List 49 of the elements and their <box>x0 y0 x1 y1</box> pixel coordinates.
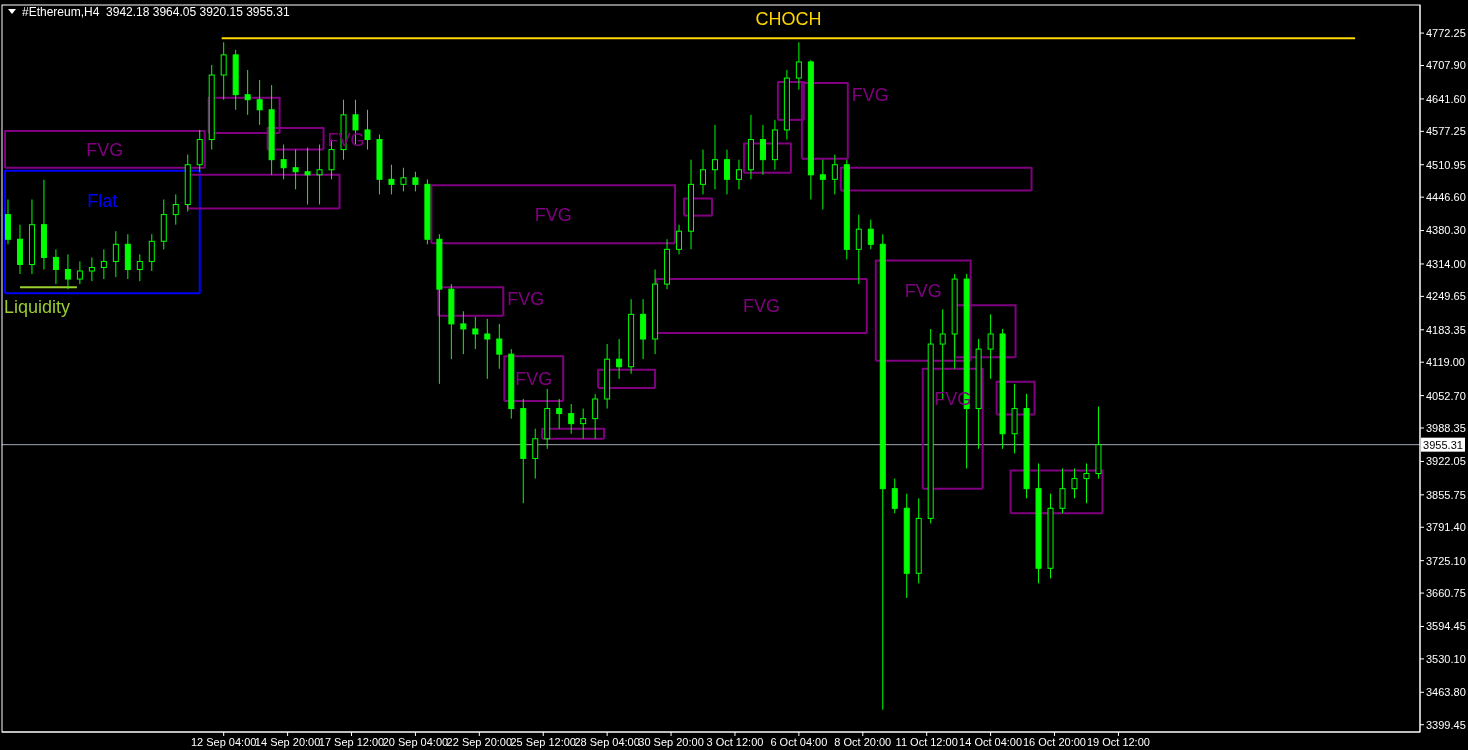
x-tick-label: 17 Sep 12:00 <box>318 735 385 748</box>
series-label: FVG <box>86 139 124 160</box>
y-tick-label: 4314.00 <box>1426 257 1466 270</box>
y-tick-label: 3791.40 <box>1426 521 1466 534</box>
y-tick-label: 3855.75 <box>1426 488 1466 501</box>
x-tick-label: 3 Oct 12:00 <box>706 735 764 748</box>
series-label: Flat <box>87 191 118 212</box>
series-label: FVG <box>851 85 889 106</box>
series-label: FVG <box>904 280 942 301</box>
y-tick-label: 4510.95 <box>1426 158 1466 171</box>
series-label: CHOCH <box>755 8 822 29</box>
y-tick-label: 3463.80 <box>1426 686 1466 699</box>
y-tick-label: 3660.75 <box>1426 586 1466 599</box>
x-tick-label: 8 Oct 20:00 <box>834 735 892 748</box>
x-tick-label: 14 Sep 20:00 <box>254 735 321 748</box>
series-label: FVG <box>534 204 572 225</box>
y-tick-label: 4577.25 <box>1426 125 1466 138</box>
ref-line-label: 3955.31 <box>1423 438 1463 451</box>
y-tick-label: 4641.60 <box>1426 92 1466 105</box>
y-tick-label: 3988.35 <box>1426 421 1466 434</box>
y-tick-label: 3399.45 <box>1426 718 1466 731</box>
x-tick-label: 12 Sep 04:00 <box>190 735 257 748</box>
x-tick-label: 22 Sep 20:00 <box>446 735 513 748</box>
series-label: FVG <box>515 368 553 389</box>
y-tick-label: 4183.35 <box>1426 323 1466 336</box>
x-tick-label: 14 Oct 04:00 <box>959 735 1023 748</box>
chart-title: #Ethereum,H4 3942.18 3964.05 3920.15 3955.31 <box>22 5 290 19</box>
x-tick-label: 19 Oct 12:00 <box>1086 735 1150 748</box>
x-tick-label: 25 Sep 12:00 <box>510 735 576 748</box>
y-tick-label: 3725.10 <box>1426 554 1466 567</box>
x-tick-label: 6 Oct 04:00 <box>770 735 828 748</box>
y-tick-label: 3922.05 <box>1426 455 1466 468</box>
x-tick-label: 30 Sep 20:00 <box>638 735 704 748</box>
y-tick-label: 4446.60 <box>1426 191 1466 204</box>
y-tick-label: 3530.10 <box>1426 652 1466 665</box>
y-tick-label: 4052.70 <box>1426 389 1466 402</box>
y-tick-label: 4380.30 <box>1426 224 1466 237</box>
x-tick-label: 11 Oct 12:00 <box>895 735 958 748</box>
series-label: FVG <box>742 296 780 317</box>
series-label: Liquidity <box>4 297 71 318</box>
y-tick-label: 4249.65 <box>1426 290 1466 303</box>
y-tick-label: 4707.90 <box>1426 59 1466 72</box>
y-tick-label: 3594.45 <box>1426 620 1466 633</box>
x-tick-label: 28 Sep 04:00 <box>574 735 640 748</box>
x-tick-label: 16 Oct 20:00 <box>1023 735 1087 748</box>
x-tick-label: 20 Sep 04:00 <box>382 735 449 748</box>
y-tick-label: 4119.00 <box>1426 356 1465 369</box>
y-tick-label: 4772.25 <box>1426 26 1466 39</box>
series-label: FVG <box>507 289 545 310</box>
